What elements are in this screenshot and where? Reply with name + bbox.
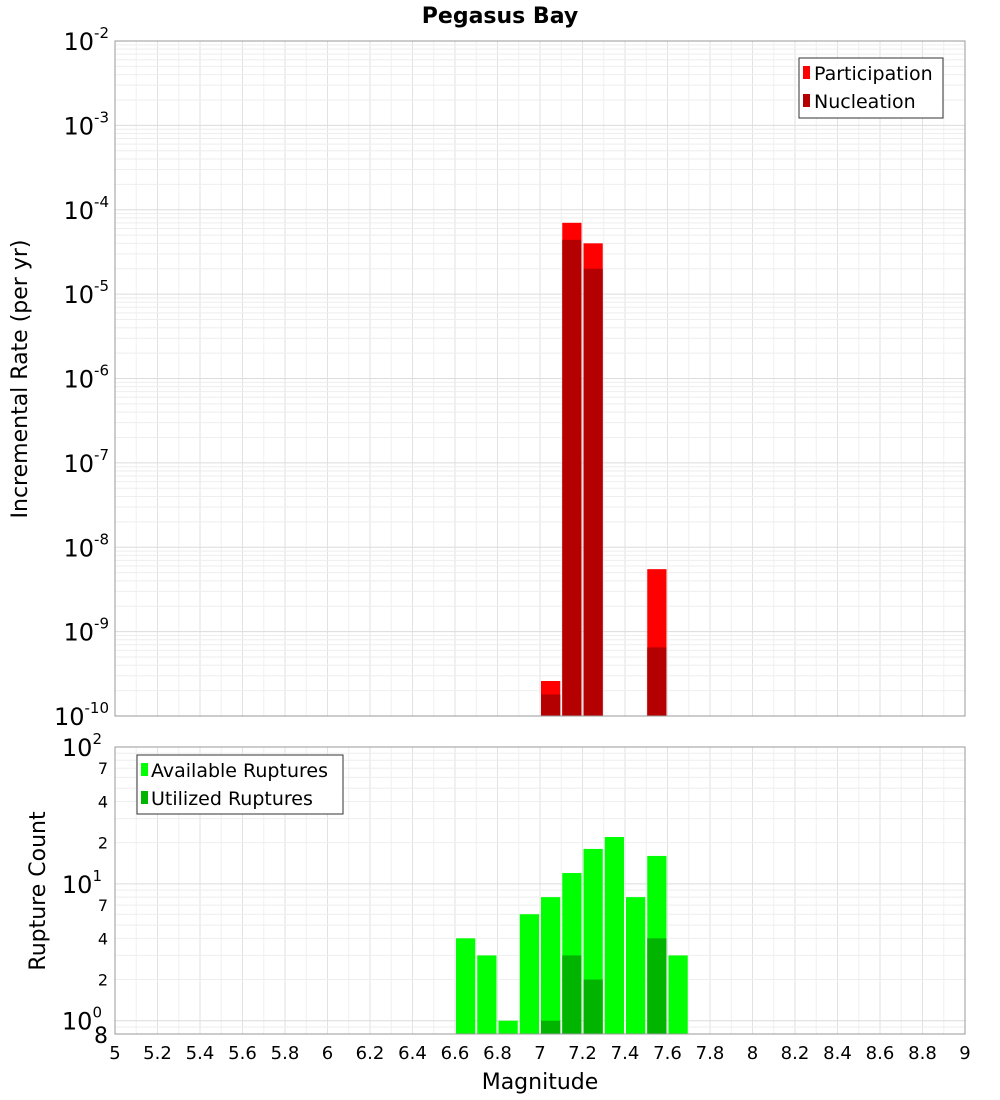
y-minor-tick-label: 7	[98, 896, 108, 915]
utilized-ruptures-bar	[562, 955, 582, 1034]
y-tick-label: 10-6	[63, 362, 109, 394]
available-ruptures-bar	[477, 955, 497, 1034]
y-tick-label: 10-9	[63, 615, 109, 647]
y-tick-label: 10-7	[63, 446, 109, 478]
x-tick-label: 8.8	[908, 1043, 937, 1064]
x-tick-label: 7.4	[611, 1043, 640, 1064]
y-tick-label: 10-4	[63, 193, 109, 225]
bottom-plot-area: 100 101 102 8 2 4 7 2 4 7 5 5.2 5.4 5.6 5.8 6 6.2 6.4 6.6 6…	[62, 730, 971, 1064]
x-tick-label: 6.2	[356, 1043, 385, 1064]
available-ruptures-bar	[519, 914, 539, 1034]
x-tick-label: 5.2	[143, 1043, 172, 1064]
y-tick-label: 10-8	[63, 530, 109, 562]
x-tick-label: 7	[534, 1043, 545, 1064]
y-minor-tick-label: 2	[98, 834, 108, 853]
plot-border	[114, 40, 966, 717]
y-minor-tick-label: 4	[98, 929, 108, 948]
x-tick-label: 6.6	[441, 1043, 470, 1064]
x-tick-label: 6.8	[483, 1043, 512, 1064]
top-y-axis-label: Incremental Rate (per yr)	[8, 240, 33, 519]
x-tick-label: 6	[322, 1043, 333, 1064]
available-ruptures-bar	[541, 897, 561, 1034]
y-tick-label: 100	[62, 1004, 102, 1036]
legend-label: Participation	[814, 63, 933, 85]
y-minor-tick-label: 2	[98, 971, 108, 990]
y-tick-label: 101	[62, 867, 102, 899]
legend-swatch	[141, 763, 148, 776]
y-minor-tick-label: 4	[98, 792, 108, 811]
x-tick-label: 6.4	[398, 1043, 427, 1064]
legend-box	[798, 57, 944, 119]
x-tick-label: 5.8	[271, 1043, 300, 1064]
available-ruptures-bar	[498, 1020, 518, 1034]
utilized-ruptures-bar	[647, 938, 667, 1034]
nucleation-bar	[562, 239, 582, 716]
legend-swatch	[141, 791, 148, 804]
x-tick-label: 5	[109, 1043, 120, 1064]
available-ruptures-bar	[626, 897, 646, 1034]
x-tick-label: 8.4	[823, 1043, 852, 1064]
y-tick-label: 10-10	[54, 699, 109, 731]
legend-label: Utilized Ruptures	[151, 788, 313, 810]
utilized-ruptures-bar	[541, 1020, 561, 1034]
available-ruptures-bar	[456, 938, 476, 1034]
x-tick-label: 5.4	[186, 1043, 215, 1064]
y-tick-label: 10-3	[63, 108, 109, 140]
x-tick-label: 7.8	[696, 1043, 725, 1064]
y-minor-tick-label: 8	[94, 1024, 108, 1049]
x-tick-label: 5.6	[228, 1043, 257, 1064]
legend: Available Ruptures Utilized Ruptures	[136, 754, 344, 815]
legend-label: Available Ruptures	[151, 760, 328, 782]
x-tick-label: 8	[747, 1043, 758, 1064]
chart-title: Pegasus Bay	[422, 4, 578, 29]
legend-swatch	[803, 66, 810, 79]
nucleation-bar	[647, 647, 667, 716]
utilized-ruptures-bar	[583, 979, 603, 1034]
available-ruptures-bar	[668, 955, 688, 1034]
available-ruptures-bar	[604, 837, 624, 1034]
legend-swatch	[803, 94, 810, 107]
nucleation-bar	[583, 268, 603, 716]
x-tick-label: 8.2	[781, 1043, 810, 1064]
legend-label: Nucleation	[814, 91, 916, 113]
x-tick-label: 7.6	[653, 1043, 682, 1064]
x-tick-label: 9	[959, 1043, 970, 1064]
nucleation-bar	[541, 694, 561, 716]
y-minor-tick-label: 7	[98, 759, 108, 778]
y-tick-label: 10-5	[63, 277, 109, 309]
bottom-y-axis-label: Rupture Count	[26, 811, 51, 971]
legend: Participation Nucleation	[798, 57, 944, 119]
top-plot-area: 10-10 10-9 10-8 10-7 10-6 10-5 10-4 10-3 10-2 Par…	[54, 24, 966, 731]
x-axis-label: Magnitude	[482, 1070, 599, 1095]
plot-border	[114, 746, 966, 1035]
x-tick-label: 7.2	[568, 1043, 597, 1064]
legend-box	[136, 754, 344, 815]
x-tick-label: 8.6	[866, 1043, 895, 1064]
y-tick-label: 102	[62, 730, 102, 762]
y-tick-label: 10-2	[63, 24, 109, 56]
